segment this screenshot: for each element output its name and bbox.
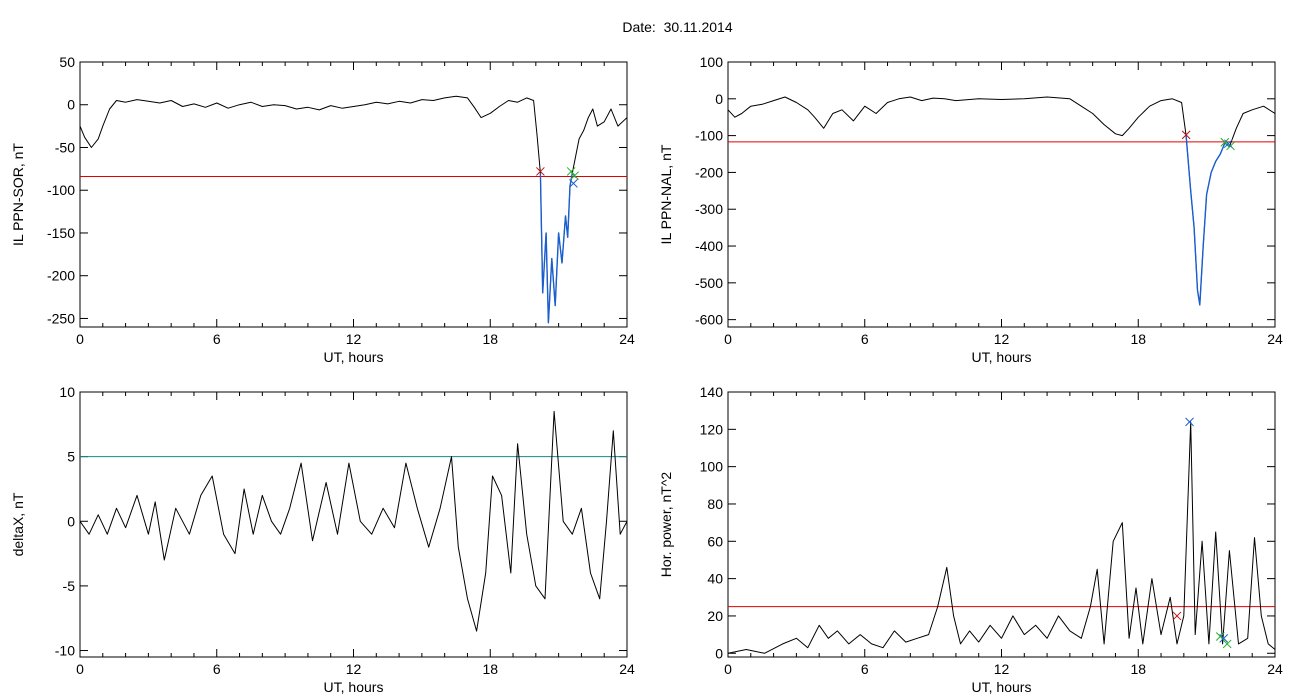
y-tick-label: -200 <box>695 164 723 180</box>
marker-stroke <box>1185 417 1194 427</box>
y-tick-label: 40 <box>707 571 723 587</box>
event-marker <box>1185 417 1194 427</box>
marker-stroke <box>1172 611 1182 621</box>
x-tick-label: 12 <box>994 331 1010 347</box>
plot-area <box>80 95 627 324</box>
marker-stroke <box>569 179 578 188</box>
y-tick-label: -600 <box>695 312 723 328</box>
plot-frame <box>79 391 628 658</box>
event-marker <box>570 171 579 181</box>
event-marker <box>566 167 576 176</box>
marker-stroke <box>566 167 576 176</box>
x-tick-label: 0 <box>724 331 732 347</box>
y-tick-label: 0 <box>715 645 723 661</box>
y-tick-label: -100 <box>47 182 75 198</box>
y-tick-label: -300 <box>695 201 723 217</box>
x-tick-label: 24 <box>1267 661 1283 677</box>
marker-stroke <box>570 171 579 181</box>
event-marker <box>1223 139 1233 149</box>
plot-area <box>80 410 627 632</box>
series-line <box>80 410 627 632</box>
y-tick-label: 0 <box>67 513 75 529</box>
y-tick-label: 80 <box>707 496 723 512</box>
event-marker <box>569 179 578 188</box>
event-marker <box>1181 130 1191 140</box>
y-tick-label: 140 <box>700 384 724 400</box>
y-axis-label: IL PPN-NAL, nT <box>658 144 674 244</box>
y-tick-label: -400 <box>695 238 723 254</box>
x-tick-label: 6 <box>861 661 869 677</box>
x-axis-label: UT, hours <box>324 349 384 365</box>
chart-panel-sor: 0 6 12 18 24 50 0 -50 -100 -150 -200 -250 UT, hours I… <box>10 54 635 365</box>
y-tick-label: 60 <box>707 533 723 549</box>
y-axis-label: Hor. power, nT^2 <box>658 472 674 578</box>
event-marker <box>1172 611 1182 621</box>
x-tick-label: 6 <box>861 331 869 347</box>
series-line <box>80 95 627 324</box>
event-marker <box>1219 633 1229 643</box>
chart-panel-nal: 0 6 12 18 24 100 0 -100 -200 -300 -400 -500 -600 UT, … <box>658 54 1283 365</box>
marker-stroke <box>536 167 545 176</box>
y-axis-label: deltaX, nT <box>10 492 26 556</box>
y-tick-label: 100 <box>700 54 724 70</box>
plot-area <box>728 417 1275 654</box>
y-tick-label: -5 <box>63 578 76 594</box>
plot-area <box>728 96 1275 306</box>
marker-stroke <box>1223 139 1233 149</box>
series-line <box>728 96 1275 306</box>
x-tick-label: 24 <box>619 331 635 347</box>
series-line <box>728 421 1275 654</box>
x-tick-label: 12 <box>346 661 362 677</box>
page-title: Date: 30.11.2014 <box>622 19 733 35</box>
y-tick-label: -100 <box>695 128 723 144</box>
x-tick-label: 24 <box>1267 331 1283 347</box>
y-tick-label: -250 <box>47 310 75 326</box>
marker-stroke <box>1181 130 1191 140</box>
x-tick-label: 12 <box>994 661 1010 677</box>
event-marker <box>536 167 545 176</box>
x-tick-label: 18 <box>482 331 498 347</box>
x-axis-label: UT, hours <box>324 679 384 695</box>
x-axis-label: UT, hours <box>972 349 1032 365</box>
y-tick-label: 50 <box>59 54 75 70</box>
marker-stroke <box>1215 632 1225 641</box>
y-tick-label: 0 <box>67 97 75 113</box>
y-axis-label: IL PPN-SOR, nT <box>10 143 26 246</box>
x-tick-label: 6 <box>213 331 221 347</box>
event-marker <box>1222 639 1232 649</box>
x-tick-label: 18 <box>1130 331 1146 347</box>
chart-panel-deltax: 0 6 12 18 24 10 5 0 -5 -10 UT, hours deltaX, nT <box>10 384 635 695</box>
chart-panel-power: 0 6 12 18 24 140 120 100 80 60 40 20 0 UT, hours Hor. … <box>658 384 1283 695</box>
y-tick-label: -500 <box>695 275 723 291</box>
y-tick-label: -200 <box>47 268 75 284</box>
y-tick-label: -150 <box>47 225 75 241</box>
marker-stroke <box>1222 639 1232 649</box>
x-tick-label: 0 <box>76 661 84 677</box>
marker-stroke <box>1220 137 1230 147</box>
x-tick-label: 24 <box>619 661 635 677</box>
y-tick-label: -50 <box>55 139 75 155</box>
x-tick-label: 6 <box>213 661 221 677</box>
substorm-segment-line <box>539 172 577 324</box>
substorm-segment-line <box>1185 135 1230 306</box>
x-tick-label: 0 <box>724 661 732 677</box>
x-tick-label: 18 <box>1130 661 1146 677</box>
x-axis-label: UT, hours <box>972 679 1032 695</box>
marker-stroke <box>1219 633 1229 643</box>
y-tick-label: 120 <box>700 421 724 437</box>
x-tick-label: 18 <box>482 661 498 677</box>
y-tick-label: 0 <box>715 91 723 107</box>
plot-frame <box>727 61 1276 328</box>
y-tick-label: -10 <box>55 643 75 659</box>
x-tick-label: 12 <box>346 331 362 347</box>
x-tick-label: 0 <box>76 331 84 347</box>
y-tick-label: 10 <box>59 384 75 400</box>
y-tick-label: 100 <box>700 459 724 475</box>
y-tick-label: 20 <box>707 608 723 624</box>
y-tick-label: 5 <box>67 449 75 465</box>
plot-frame <box>79 61 628 328</box>
